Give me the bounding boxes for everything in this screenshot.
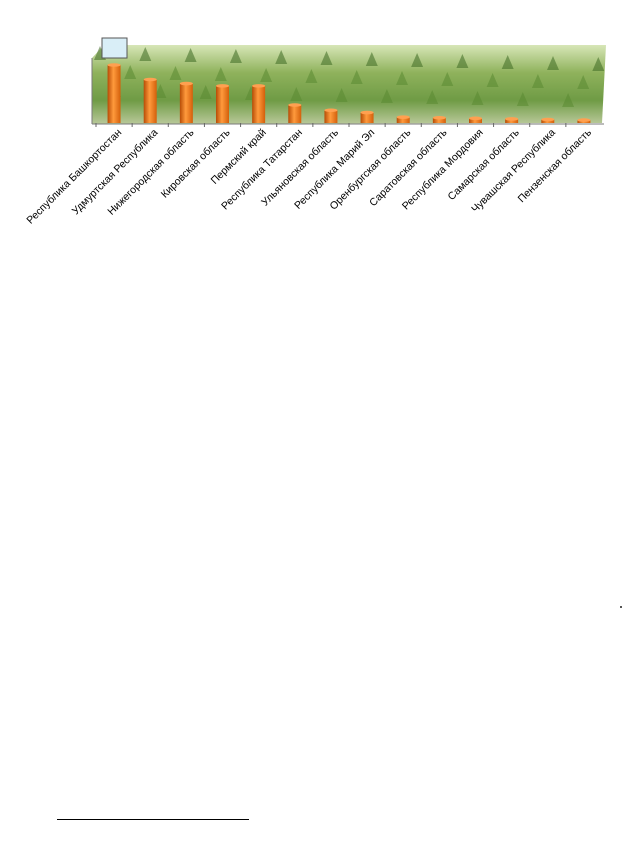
tree-shape [577, 75, 590, 89]
tree-shape [154, 84, 167, 98]
tree-shape [562, 93, 575, 107]
tree-shape [531, 74, 544, 88]
tree-shape [169, 66, 182, 80]
bar [216, 85, 229, 123]
tree-shape [350, 70, 363, 84]
tree-shape [214, 67, 227, 81]
bar [107, 65, 121, 123]
bar-top [216, 84, 229, 88]
tree-shape [124, 65, 137, 79]
bar [324, 110, 338, 123]
bar-top [252, 84, 266, 88]
bar [469, 118, 482, 123]
tree-shape [426, 90, 439, 104]
tree-shape [229, 49, 242, 63]
tree-shape [199, 85, 212, 99]
bar [505, 118, 519, 123]
bar [288, 105, 302, 123]
bar-top [469, 116, 482, 121]
tree-shape [547, 56, 559, 70]
bar-top [396, 115, 410, 119]
tree-shape [275, 50, 288, 64]
bar-top [577, 118, 591, 122]
bar-top [107, 63, 121, 67]
bar-top [324, 108, 338, 113]
x-tick-label: Пензенская область [516, 126, 595, 205]
bar [396, 117, 410, 123]
bars-group [107, 63, 591, 123]
tree-shape [456, 54, 469, 68]
tree-shape [592, 57, 605, 71]
bar-top [541, 117, 555, 122]
tree-shape [305, 69, 318, 83]
tree-shape [260, 68, 273, 82]
bar-top [179, 81, 193, 86]
bar [360, 112, 374, 123]
x-ticks-group [95, 123, 567, 127]
bar [179, 83, 193, 123]
bar-top [505, 117, 519, 121]
tree-shape [411, 53, 424, 67]
tree-pattern [94, 46, 605, 107]
tree-shape [501, 55, 514, 69]
bar [432, 117, 446, 123]
bar [252, 85, 266, 123]
x-tick-label: Кировская область [159, 126, 233, 200]
footnote-rule [57, 819, 249, 820]
tree-shape [516, 92, 529, 106]
tree-shape [290, 87, 303, 101]
bar-top [360, 110, 374, 115]
bar [143, 79, 157, 123]
bar-top [432, 115, 446, 120]
legend-box [101, 37, 128, 59]
tree-shape [380, 89, 393, 103]
tree-shape [139, 47, 152, 61]
plot-background [91, 45, 606, 125]
bar-top [288, 103, 302, 107]
bar-top [143, 77, 157, 82]
tree-shape [184, 48, 197, 62]
tree-shape [471, 91, 484, 105]
tree-shape [486, 73, 499, 87]
tree-shape [365, 52, 378, 66]
tree-shape [320, 51, 333, 65]
tree-shape [335, 88, 348, 102]
tree-shape [441, 72, 454, 86]
stray-dot [620, 606, 622, 608]
tree-shape [396, 71, 408, 85]
